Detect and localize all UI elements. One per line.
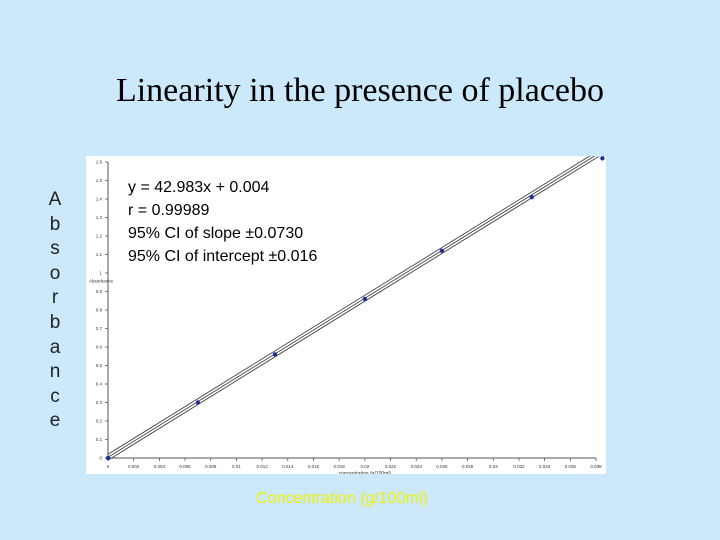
y-tick-label: 1.3: [96, 215, 103, 220]
data-point: [362, 296, 368, 302]
x-tick-label: 0.02: [360, 464, 369, 469]
y-axis-title-letter: n: [49, 361, 61, 383]
y-tick-label: 0.3: [96, 400, 103, 405]
y-tick-label: 0.6: [96, 345, 103, 350]
x-tick-label: 0.026: [436, 464, 448, 469]
y-tick-label: 0.9: [96, 289, 103, 294]
equation-text: y = 42.983x + 0.004: [128, 179, 270, 196]
confidence-band-line: [107, 156, 591, 455]
data-point: [529, 194, 534, 200]
y-tick-label: 0.1: [96, 437, 103, 442]
x-tick-label: 0.032: [513, 464, 525, 469]
x-tick-label: 0.03: [489, 464, 498, 469]
y-axis-title-letter: b: [49, 311, 61, 333]
x-tick-label: 0.012: [256, 464, 268, 469]
y-axis-title-letter: e: [49, 410, 61, 432]
y-tick-label: 0.7: [96, 326, 103, 331]
inner-x-axis-label: concentration (g/100ml): [339, 471, 392, 474]
x-tick-label: 0.028: [462, 464, 474, 469]
y-tick-label: 0: [99, 456, 102, 461]
x-axis-title: Concentration (g/100ml): [256, 490, 428, 507]
x-tick-label: 0.034: [539, 464, 551, 469]
regression-annotation: y = 42.983x + 0.004 r = 0.99989 95% CI o…: [128, 176, 317, 268]
slide-title: Linearity in the presence of placebo: [115, 72, 605, 109]
slope-ci-text: 95% CI of slope ±0.0730: [128, 225, 304, 242]
data-point: [600, 156, 605, 161]
y-axis-title-letter: s: [50, 238, 60, 260]
x-tick-label: 0.008: [205, 464, 217, 469]
x-tick-label: 0.016: [308, 464, 320, 469]
intercept-ci-text: 95% CI of intercept ±0.016: [128, 248, 318, 265]
y-tick-label: 0.8: [96, 308, 103, 313]
y-axis-title-letter: c: [50, 385, 60, 407]
y-axis-title-letter: A: [48, 189, 62, 210]
y-tick-label: 1.5: [96, 178, 103, 183]
x-tick-label: 0.004: [154, 464, 166, 469]
x-tick-label: 0.01: [232, 464, 241, 469]
y-tick-label: 0.2: [96, 419, 103, 424]
x-tick-label: 0.024: [411, 464, 423, 469]
y-axis-title-letter: b: [49, 213, 61, 235]
y-tick-label: 1.6: [96, 160, 103, 165]
data-point: [105, 455, 111, 461]
x-tick-label: 0.014: [282, 464, 294, 469]
x-tick-label: 0.006: [179, 464, 191, 469]
scatter-plot: 0 0.1 0.2 0.3 0.4 0.5 0.6 0.7 0.8 0.9 1 1.1 1.2 1.3 1.…: [89, 156, 605, 474]
x-tick-label: 0.018: [334, 464, 346, 469]
x-tick-label: 0: [107, 464, 110, 469]
confidence-band-line: [107, 156, 599, 461]
regression-line: [107, 156, 596, 458]
y-axis-title-letter: o: [49, 262, 61, 284]
y-tick-label: 1.4: [96, 197, 103, 202]
y-tick-label: 0.4: [96, 382, 103, 387]
data-point: [195, 400, 201, 405]
r-value-text: r = 0.99989: [128, 202, 210, 219]
x-tick-label: 0.002: [128, 464, 140, 469]
data-point: [439, 248, 445, 253]
y-axis-title-letter: a: [49, 336, 61, 358]
inner-y-axis-label: Absorbance: [89, 278, 114, 283]
y-tick-label: 1: [99, 271, 102, 276]
y-tick-label: 1.1: [96, 252, 103, 257]
x-tick-label: 0.038: [590, 464, 602, 469]
data-point: [272, 352, 278, 357]
y-tick-label: 0.5: [96, 363, 103, 368]
y-axis-title-letter: r: [51, 287, 59, 309]
plot-panel: 0 0.1 0.2 0.3 0.4 0.5 0.6 0.7 0.8 0.9 1 1.1 1.2 1.3 1.…: [86, 156, 606, 474]
y-tick-label: 1.2: [96, 234, 103, 239]
x-tick-label: 0.036: [565, 464, 577, 469]
x-tick-label: 0.022: [385, 464, 397, 469]
